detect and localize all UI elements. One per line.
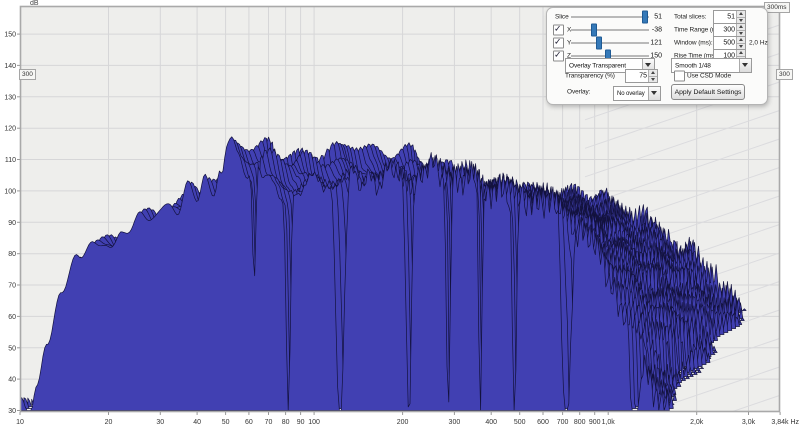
svg-text:70: 70 (265, 419, 273, 426)
x-offset-slider-thumb[interactable] (590, 23, 597, 37)
z-axis-checkbox[interactable] (553, 50, 564, 62)
spinner-arrows-icon[interactable] (736, 37, 745, 49)
svg-text:200: 200 (397, 419, 409, 426)
x-axis-label: X (567, 26, 572, 34)
dropdown-arrow-icon[interactable] (648, 87, 660, 100)
svg-text:10: 10 (16, 419, 24, 426)
db-axis-unit-label: dB (30, 0, 39, 7)
plot-border (19, 5, 781, 413)
svg-text:140: 140 (4, 63, 16, 70)
transparency-row: Transparency (%) 75 Use CSD Mode (547, 69, 767, 83)
slice-row: Slice 51 Total slices: 51 (547, 10, 767, 24)
frequency-axis-labels: 10 20 30 40 50 60 70 80 90 100 200 300 400 500 600 700 8… (16, 412, 799, 426)
y-axis-checkbox[interactable] (553, 37, 564, 49)
svg-text:110: 110 (5, 157, 16, 164)
svg-text:120: 120 (4, 126, 16, 133)
y-axis-label: Y (567, 39, 572, 47)
svg-text:100: 100 (4, 188, 16, 195)
total-slices-input[interactable]: 51 (713, 10, 746, 24)
waterfall-controls-panel: Slice 51 Total slices: 51 X -38 Time Ran… (546, 7, 768, 105)
svg-text:80: 80 (282, 419, 290, 426)
svg-text:60: 60 (245, 419, 253, 426)
svg-text:600: 600 (537, 419, 549, 426)
overlay-label: Overlay: (567, 88, 591, 96)
overlay-row: Overlay: No overlay (547, 86, 767, 101)
z-axis-label: Z (567, 52, 571, 60)
svg-text:300: 300 (449, 419, 461, 426)
x-axis-checkbox[interactable] (553, 24, 564, 36)
y-axis-row: Y 121 Window (ms): 500 2,0 Hz (547, 36, 768, 50)
spinner-arrows-icon[interactable] (736, 11, 745, 23)
svg-text:70: 70 (8, 283, 16, 290)
time-range-field-label: Time Range (ms): (674, 26, 725, 34)
time-range-label: 300ms (764, 2, 790, 13)
svg-text:80: 80 (8, 251, 16, 258)
x-axis-row: X -38 Time Range (ms): 300 (547, 23, 767, 37)
total-slices-label: Total slices: (674, 13, 707, 21)
slice-value: 51 (654, 13, 662, 21)
smoothing-select[interactable]: Smooth 1/48 (671, 58, 752, 73)
svg-text:40: 40 (193, 419, 201, 426)
spinner-arrows-icon[interactable] (736, 24, 745, 36)
slice-slider[interactable] (571, 10, 649, 24)
svg-text:40: 40 (8, 377, 16, 384)
dropdown-arrow-icon[interactable] (739, 59, 751, 72)
svg-text:90: 90 (297, 419, 305, 426)
svg-text:50: 50 (8, 345, 16, 352)
dropdown-arrow-icon[interactable] (642, 59, 654, 72)
svg-text:100: 100 (308, 419, 320, 426)
window-resolution-label: 2,0 Hz (749, 39, 768, 47)
slice-slider-thumb[interactable] (642, 10, 649, 24)
rise-time-field-label: Rise Time (ms): (674, 52, 719, 60)
waterfall-slices (21, 136, 747, 411)
time-range-input[interactable]: 300 (713, 23, 746, 37)
svg-text:400: 400 (485, 419, 497, 426)
spinner-arrows-icon[interactable] (648, 70, 657, 82)
time-grid-label-left: 300 (19, 69, 36, 80)
svg-text:900: 900 (589, 419, 601, 426)
transparency-label: Transparency (%) (565, 72, 615, 80)
svg-text:130: 130 (4, 94, 16, 101)
transparency-input[interactable]: 75 (625, 69, 658, 83)
overlay-select[interactable]: No overlay (613, 86, 661, 101)
svg-text:20: 20 (105, 419, 113, 426)
svg-text:3,84k Hz: 3,84k Hz (771, 419, 799, 426)
window-field-label: Window (ms): (674, 39, 713, 47)
svg-text:90: 90 (8, 220, 16, 227)
apply-default-settings-button[interactable]: Apply Default Settings (671, 84, 745, 100)
svg-text:150: 150 (4, 32, 16, 39)
svg-text:60: 60 (8, 314, 16, 321)
time-grid-label-right: 300 (776, 69, 793, 80)
use-csd-mode-label: Use CSD Mode (687, 72, 731, 80)
slice-label: Slice (555, 13, 569, 21)
y-offset-slider[interactable] (571, 36, 649, 50)
window-input[interactable]: 500 (713, 36, 746, 50)
svg-text:50: 50 (222, 419, 230, 426)
use-csd-mode-checkbox[interactable] (674, 70, 685, 82)
svg-text:700: 700 (557, 419, 569, 426)
svg-text:500: 500 (514, 419, 526, 426)
y-offset-value: 121 (650, 39, 662, 47)
svg-text:3,0k: 3,0k (742, 419, 756, 426)
svg-text:30: 30 (156, 419, 164, 426)
svg-text:2,0k: 2,0k (690, 419, 704, 426)
z-offset-value: 150 (650, 52, 662, 60)
svg-text:1,0k: 1,0k (602, 419, 616, 426)
z-offset-slider[interactable] (571, 49, 649, 63)
db-axis-labels: 150 140 130 120 110 100 90 80 70 60 50 40 30 (4, 32, 20, 415)
svg-text:30: 30 (8, 408, 16, 415)
svg-text:800: 800 (574, 419, 586, 426)
x-offset-slider[interactable] (571, 23, 649, 37)
x-offset-value: -38 (651, 26, 662, 34)
y-offset-slider-thumb[interactable] (596, 36, 603, 50)
